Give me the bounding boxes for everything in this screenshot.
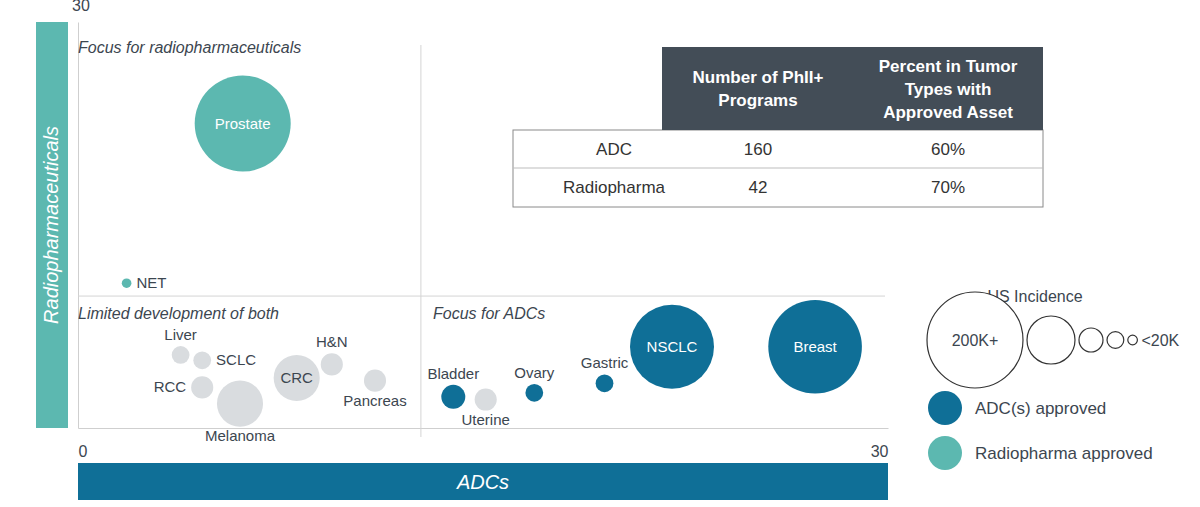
- size-legend-label: 200K+: [952, 332, 999, 349]
- bubble: [525, 384, 543, 402]
- size-legend-circle: [1128, 335, 1138, 345]
- bubble-label: H&N: [316, 333, 348, 350]
- bubble-label: Liver: [164, 326, 197, 343]
- bubble-label: Prostate: [215, 115, 271, 132]
- bubble-label: NSCLC: [647, 338, 698, 355]
- table-header: Approved Asset: [883, 103, 1013, 122]
- bubble-label: Bladder: [427, 365, 479, 382]
- x-tick-label: 0: [79, 443, 88, 460]
- bubble: [596, 374, 614, 392]
- bubble: [274, 355, 320, 401]
- x-tick: 0: [79, 428, 88, 460]
- table-header: Number of PhII+: [693, 68, 824, 87]
- table-cell: 60%: [931, 140, 965, 159]
- bubble-label: Pancreas: [343, 392, 406, 409]
- bubble-label: Melanoma: [205, 427, 276, 444]
- table-cell: ADC: [596, 140, 632, 159]
- bubble: [193, 351, 211, 369]
- y-tick-label: 30: [72, 0, 90, 14]
- y-tick: 30: [72, 0, 90, 23]
- bubble-label: NET: [136, 274, 166, 291]
- bubble: [475, 389, 497, 411]
- legend: ADC(s) approved Radiopharma approved: [928, 391, 1153, 470]
- x-tick: 30: [871, 428, 889, 460]
- table-cell: 70%: [931, 178, 965, 197]
- quadrant-label: Focus for ADCs: [433, 305, 545, 322]
- legend-swatch: [928, 391, 962, 425]
- bubble-label: SCLC: [216, 351, 256, 368]
- table-header: Percent in Tumor: [879, 57, 1018, 76]
- size-legend: US Incidence200K+<20K: [927, 288, 1180, 388]
- legend-label: Radiopharma approved: [975, 444, 1153, 463]
- quadrant-label: Focus for radiopharmaceuticals: [78, 39, 301, 56]
- bubble-label: Ovary: [514, 364, 555, 381]
- y-axis-line: [78, 23, 79, 429]
- chart-container: Radiopharmaceuticals ADCs 0 30 30 Focus for r…: [0, 0, 1200, 507]
- y-axis: 30: [72, 0, 90, 429]
- bubble-label: Gastric: [581, 354, 629, 371]
- table-cell: 160: [744, 140, 772, 159]
- table: Number of PhII+ Programs Percent in Tumor T…: [513, 47, 1043, 207]
- table-header-bg: [662, 47, 1043, 130]
- bubble: [321, 353, 343, 375]
- legend-swatch: [928, 436, 962, 470]
- bubble-label: Breast: [793, 338, 837, 355]
- table-cell: Radiopharma: [563, 178, 666, 197]
- legend-label: ADC(s) approved: [975, 399, 1106, 418]
- table-header: Programs: [718, 91, 797, 110]
- table-body: [513, 130, 1043, 207]
- size-legend-label: <20K: [1141, 332, 1179, 349]
- bubble-label: Uterine: [462, 411, 510, 428]
- bubble: [172, 346, 190, 364]
- x-axis-title: ADCs: [456, 471, 509, 493]
- x-axis-bar: [78, 463, 888, 500]
- bubble: [191, 376, 213, 398]
- table-row-separator: [513, 168, 1043, 169]
- bubble: [217, 381, 263, 427]
- table-cell: 42: [749, 178, 768, 197]
- y-axis-title: Radiopharmaceuticals: [40, 126, 62, 324]
- bubble-label: RCC: [154, 378, 187, 395]
- bubble: [768, 300, 862, 394]
- divider-horizontal: [78, 296, 885, 297]
- bubble: [364, 370, 386, 392]
- bubble: [630, 305, 714, 389]
- x-axis: 0 30: [79, 428, 889, 460]
- quadrant-label: Limited development of both: [78, 305, 279, 322]
- y-axis-bar: [36, 22, 68, 428]
- size-legend-circle: [927, 292, 1023, 388]
- bubble: [441, 385, 465, 409]
- table-header: Types with: [905, 80, 992, 99]
- size-legend-circle: [1107, 332, 1124, 349]
- bubble: [195, 76, 291, 172]
- divider-vertical: [420, 45, 421, 437]
- size-legend-circle: [1027, 316, 1075, 364]
- x-tick-label: 30: [871, 443, 889, 460]
- chart-svg: Radiopharmaceuticals ADCs 0 30 30 Focus for r…: [0, 0, 1200, 507]
- bubble-label: CRC: [280, 369, 313, 386]
- x-axis-line: [79, 428, 889, 429]
- size-legend-circle: [1079, 328, 1103, 352]
- bubble: [122, 278, 132, 288]
